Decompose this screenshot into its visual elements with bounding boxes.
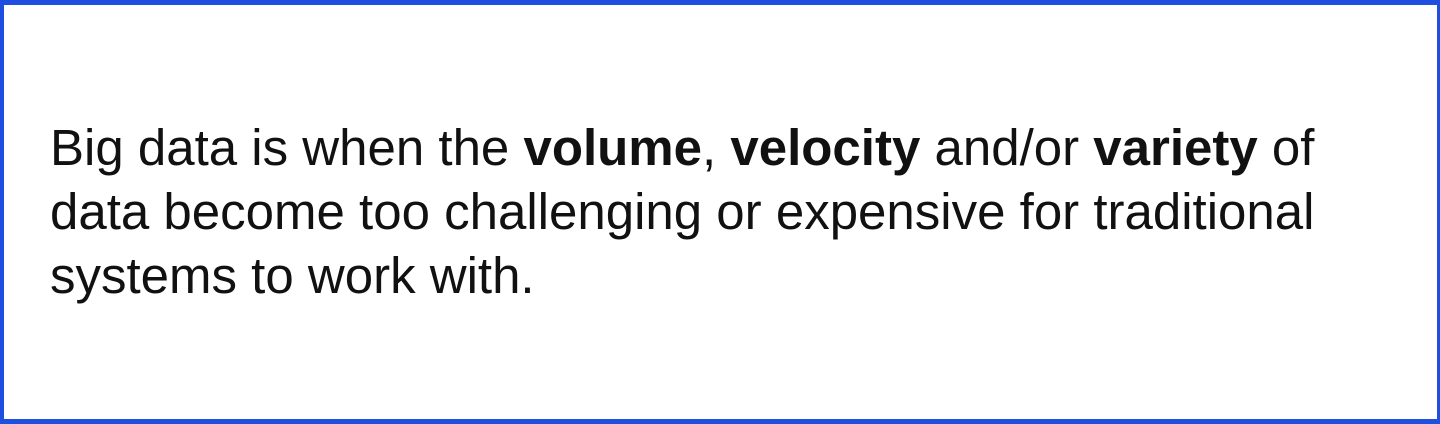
definition-line2: data become too challenging or expensive…	[50, 183, 1315, 240]
separator-and-or: and/or	[920, 119, 1094, 176]
term-velocity: velocity	[730, 119, 921, 176]
definition-intro: Big data is when the	[50, 119, 524, 176]
separator-comma: ,	[702, 119, 731, 176]
definition-line3: systems to work with.	[50, 247, 535, 304]
definition-line1-end: of	[1257, 119, 1315, 176]
big-data-definition: Big data is when the volume, velocity an…	[50, 116, 1420, 308]
term-volume: volume	[523, 119, 703, 176]
term-variety: variety	[1093, 119, 1258, 176]
